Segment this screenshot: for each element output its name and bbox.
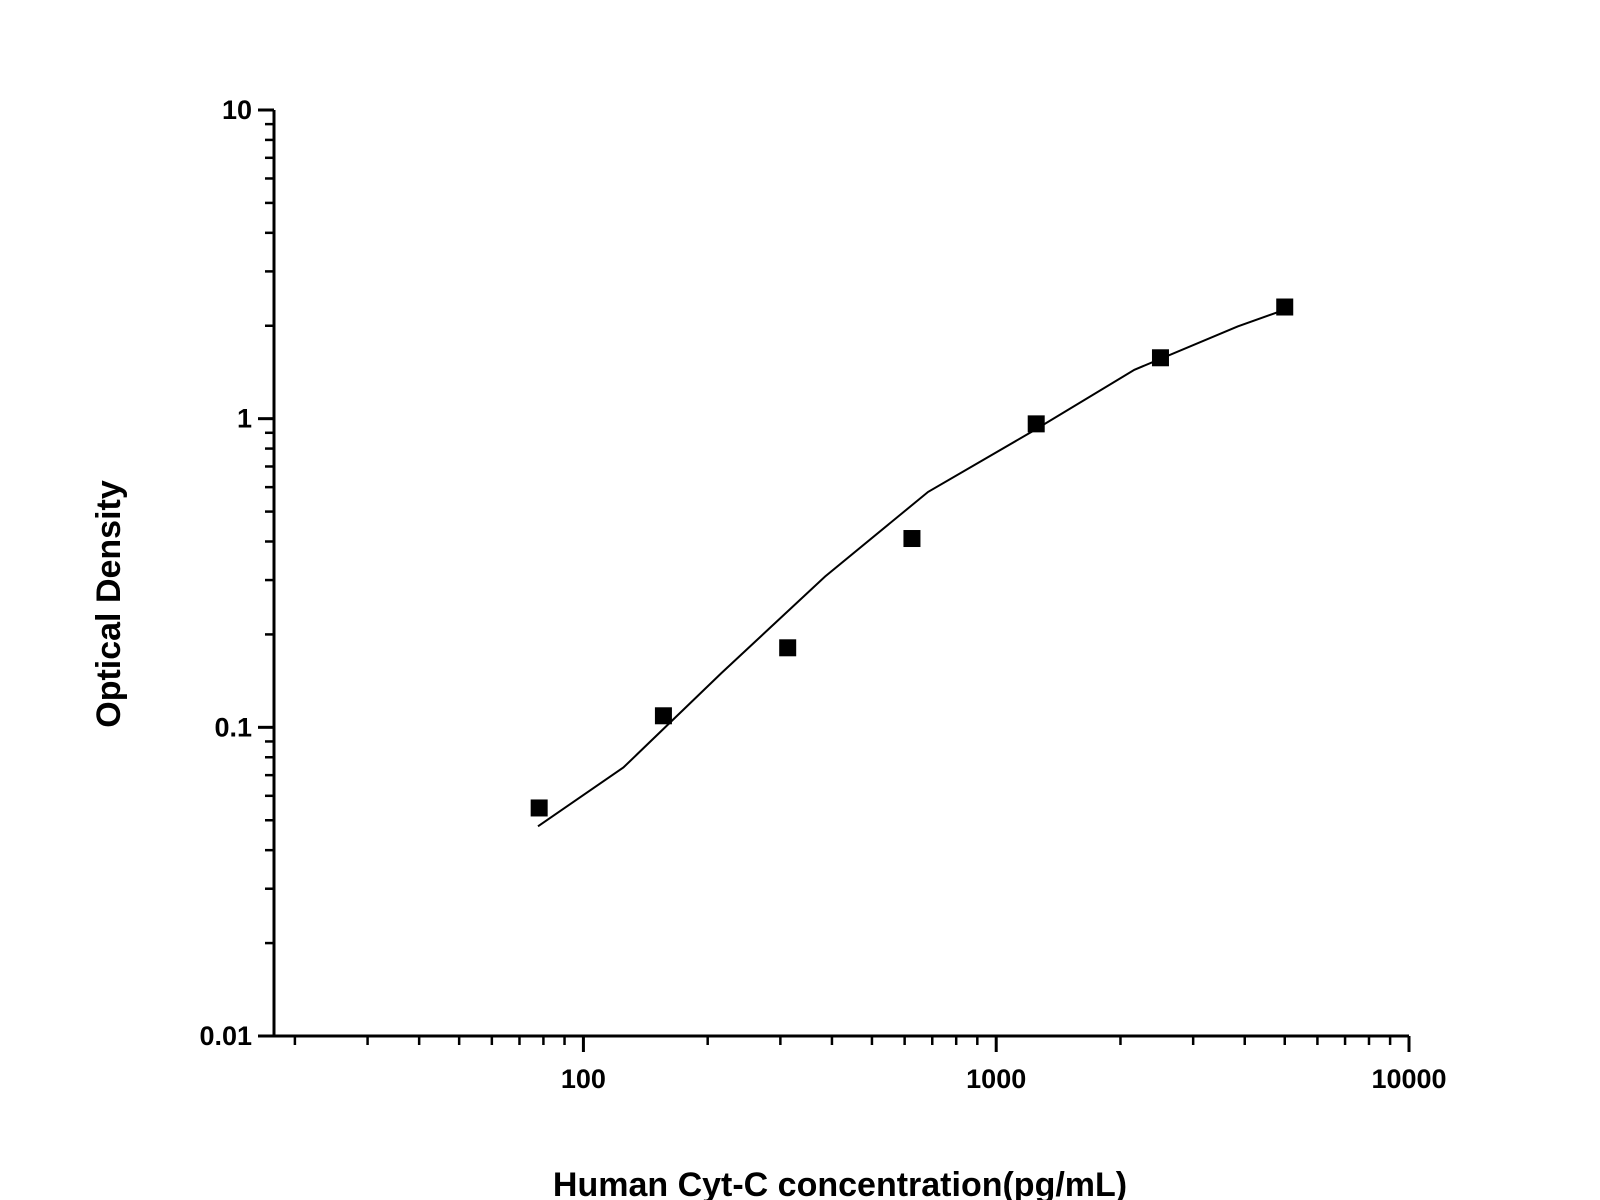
x-tick-label: 1000 [966, 1064, 1026, 1094]
data-point [1276, 298, 1294, 316]
data-point [530, 799, 548, 817]
y-tick-label: 0.1 [214, 712, 252, 742]
x-axis-label: Human Cyt-C concentration(pg/mL) [553, 1166, 1127, 1200]
y-axis-label: Optical Density [90, 480, 128, 728]
x-tick-label: 100 [561, 1064, 606, 1094]
data-point [779, 639, 797, 657]
data-point [1027, 415, 1045, 433]
y-tick-label: 10 [222, 95, 252, 125]
x-tick-label: 10000 [1371, 1064, 1446, 1094]
data-point [654, 707, 672, 725]
y-tick-label: 1 [237, 404, 252, 434]
fit-curve [537, 309, 1285, 828]
y-tick-label: 0.01 [199, 1021, 252, 1051]
data-point [1151, 349, 1169, 367]
data-point [903, 530, 921, 548]
